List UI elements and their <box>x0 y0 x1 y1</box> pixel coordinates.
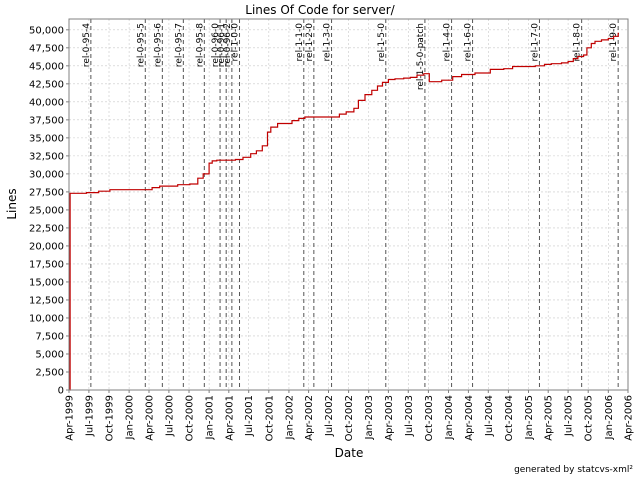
release-marker-label: rel-1-2-0 <box>305 23 315 62</box>
y-tick-label: 20,000 <box>29 241 64 252</box>
y-axis-label: Lines <box>5 188 19 219</box>
release-marker-label: rel-0-95-7 <box>174 23 184 67</box>
y-tick-label: 0 <box>58 386 64 397</box>
release-marker-label: rel-0-96-0 <box>211 23 221 67</box>
y-tick-label: 35,000 <box>29 133 64 144</box>
y-tick-label: 15,000 <box>29 277 64 288</box>
y-tick-label: 10,000 <box>29 313 64 324</box>
x-tick-label: Jul-2003 <box>404 395 415 437</box>
y-tick-label: 42,500 <box>29 79 64 90</box>
x-tick-label: Apr-2006 <box>624 395 635 441</box>
x-tick-label: Jan-2005 <box>524 395 535 440</box>
x-tick-label: Jul-2002 <box>324 395 335 437</box>
y-tick-label: 5,000 <box>35 349 64 360</box>
release-marker-label: rel-1-5-0-patch <box>416 23 426 90</box>
x-tick-label: Jan-2001 <box>205 395 216 440</box>
x-tick-label: Jan-2003 <box>364 395 375 440</box>
y-tick-label: 22,500 <box>29 223 64 234</box>
x-tick-label: Jul-2005 <box>564 395 575 437</box>
footer-text: generated by statcvs-xml² <box>514 465 633 475</box>
y-axis-ticks: 0 2,500 5,000 7,500 10,000 12,500 15,000 17,500… <box>29 25 69 397</box>
series-line <box>69 32 619 391</box>
grid <box>68 19 629 391</box>
x-tick-label: Oct-2005 <box>584 395 595 441</box>
release-markers: rel-0-95-4 rel-0-95-5 rel-0-95-6 rel-0-95-7… <box>82 19 619 390</box>
x-tick-label: Apr-2001 <box>224 395 235 441</box>
x-tick-label: Apr-2000 <box>145 395 156 441</box>
y-tick-label: 2,500 <box>35 367 64 378</box>
x-tick-label: Oct-1999 <box>105 395 116 441</box>
y-tick-label: 7,500 <box>35 331 64 342</box>
x-tick-label: Jan-2000 <box>125 395 136 440</box>
y-tick-label: 37,500 <box>29 115 64 126</box>
x-tick-label: Oct-2003 <box>424 395 435 441</box>
x-tick-label: Apr-2005 <box>544 395 555 441</box>
x-tick-label: Apr-2003 <box>384 395 395 441</box>
release-marker-label: rel-1-4-0 <box>443 23 453 62</box>
x-tick-label: Apr-2004 <box>464 395 475 441</box>
x-tick-label: Jul-2004 <box>484 395 495 437</box>
x-tick-label: Jan-2004 <box>444 395 455 440</box>
release-marker-label: rel-0-95-8 <box>195 23 205 67</box>
release-marker-label: rel-1-3-0 <box>323 23 333 62</box>
x-tick-label: Jan-2006 <box>604 395 615 440</box>
x-tick-label: Oct-2001 <box>264 395 275 441</box>
release-marker-label: rel-0-95-6 <box>153 23 163 67</box>
x-tick-label: Jul-1999 <box>84 395 95 437</box>
release-marker-label: rel-1-9-0 <box>609 23 619 62</box>
x-axis-label: Date <box>335 446 364 460</box>
x-tick-label: Jul-2001 <box>244 395 255 437</box>
release-marker-label: rel-1-0-0 <box>231 23 241 62</box>
x-tick-label: Apr-2002 <box>304 395 315 441</box>
release-marker-label: rel-1-7-0 <box>530 23 540 62</box>
x-tick-label: Oct-2002 <box>344 395 355 441</box>
release-marker-label: rel-1-1-0 <box>295 23 305 62</box>
x-tick-label: Oct-2000 <box>185 395 196 441</box>
y-tick-label: 47,500 <box>29 43 64 54</box>
y-tick-label: 32,500 <box>29 151 64 162</box>
release-marker-label: rel-1-6-0 <box>464 23 474 62</box>
release-marker-label: rel-0-96-1 <box>217 23 227 67</box>
y-tick-label: 30,000 <box>29 169 64 180</box>
y-tick-label: 45,000 <box>29 61 64 72</box>
y-tick-label: 12,500 <box>29 295 64 306</box>
y-tick-label: 17,500 <box>29 259 64 270</box>
y-tick-label: 50,000 <box>29 25 64 36</box>
y-tick-label: 27,500 <box>29 187 64 198</box>
release-marker-label: rel-1-8-0 <box>573 23 583 62</box>
x-axis-ticks: Apr-1999 Jul-1999 Oct-1999 Jan-2000 Apr-2000… <box>65 390 635 441</box>
x-tick-label: Apr-1999 <box>65 395 76 441</box>
y-tick-label: 25,000 <box>29 205 64 216</box>
release-marker-label: rel-0-95-4 <box>82 23 92 67</box>
x-tick-label: Jul-2000 <box>164 395 175 437</box>
release-marker-label: rel-0-95-5 <box>136 23 146 67</box>
x-tick-label: Oct-2004 <box>504 395 515 441</box>
chart-title: Lines Of Code for server/ <box>245 3 395 17</box>
y-tick-label: 40,000 <box>29 97 64 108</box>
release-marker-label: rel-0-96-2 <box>223 23 233 67</box>
x-tick-label: Jan-2002 <box>284 395 295 440</box>
release-marker-label: rel-1-5-0 <box>377 23 387 62</box>
